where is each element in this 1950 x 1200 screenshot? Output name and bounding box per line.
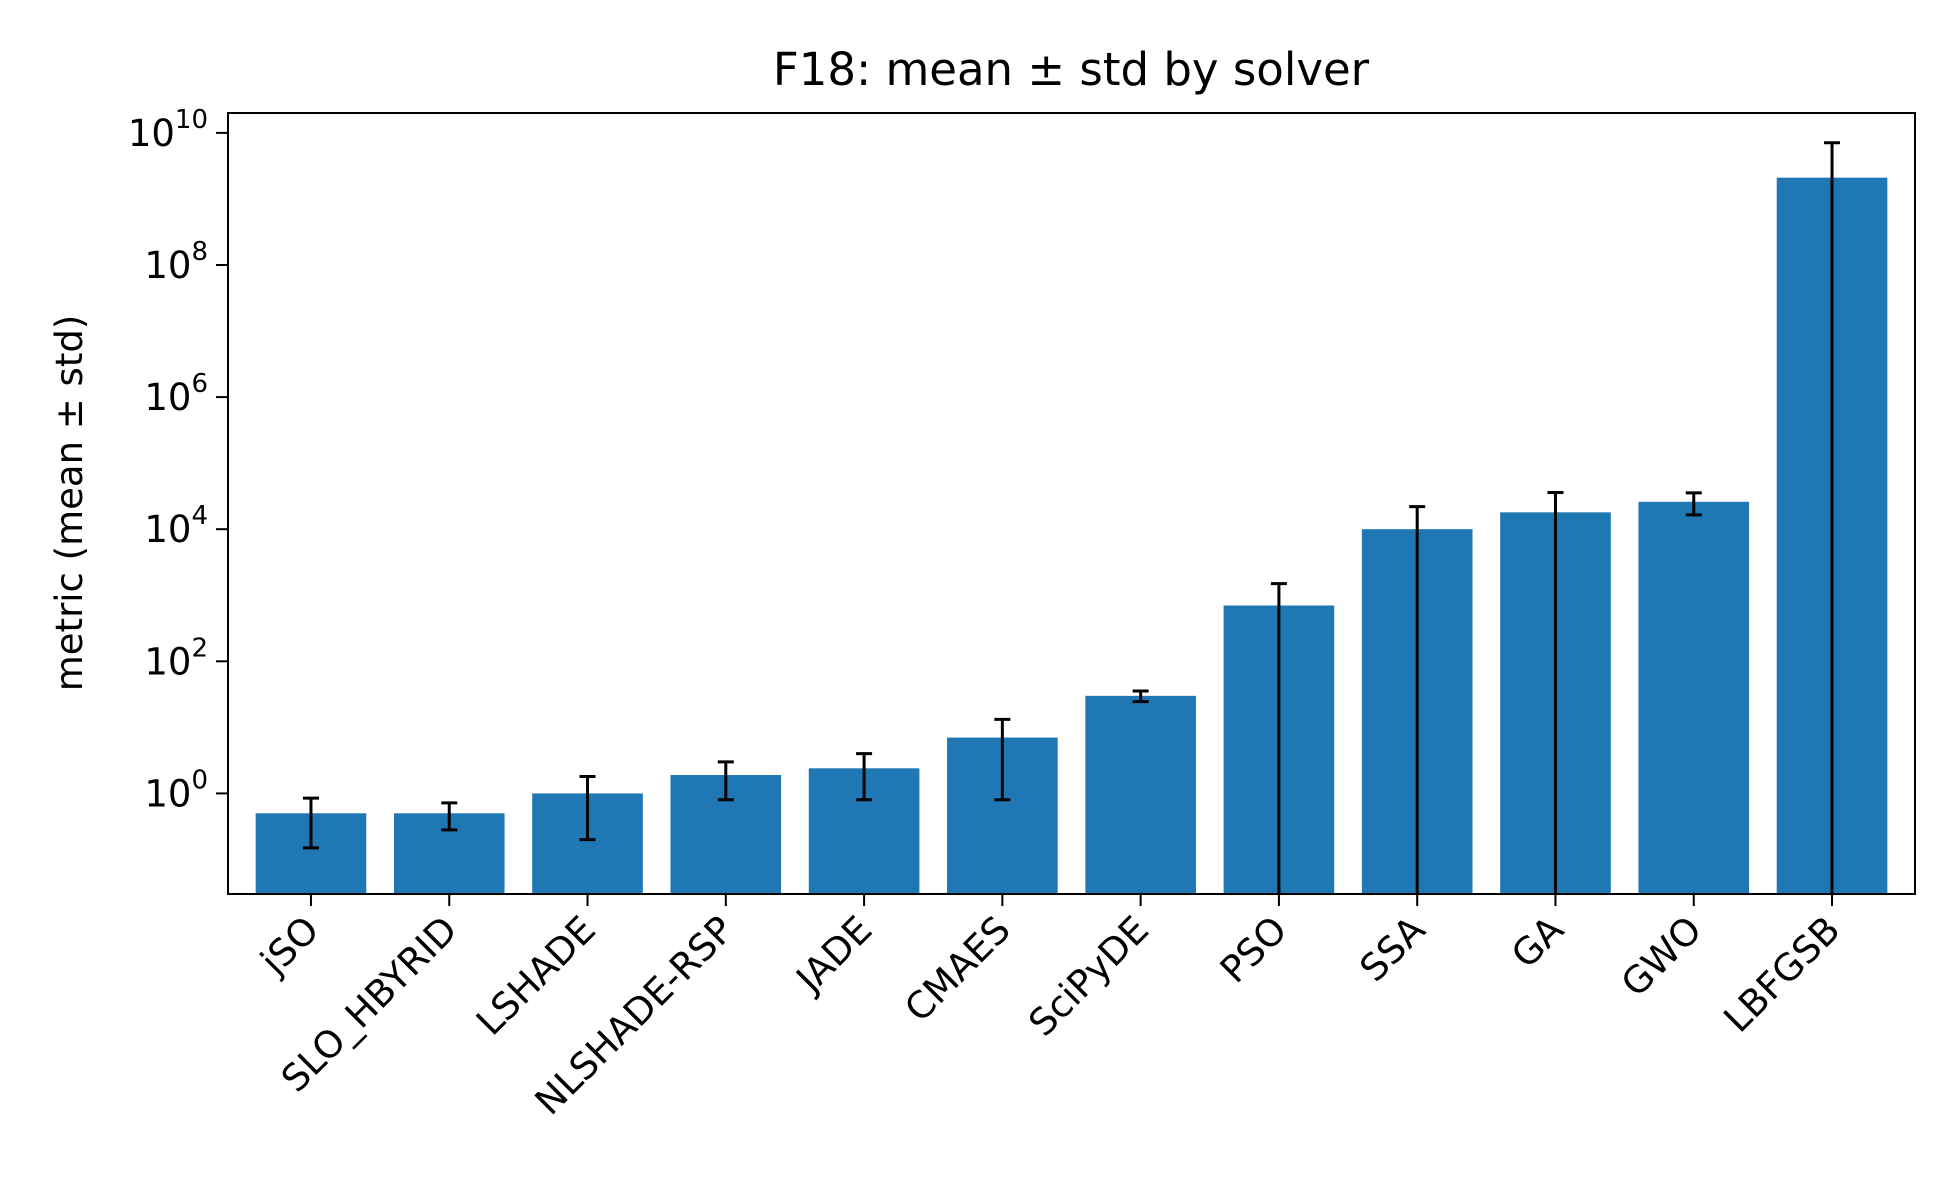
y-tick-label-0: 100 [144, 765, 208, 815]
y-tick-base: 10 [144, 508, 191, 551]
y-axis-label: metric (mean ± std) [48, 315, 91, 692]
y-tick-base: 10 [144, 640, 191, 683]
y-tick-exponent: 10 [175, 105, 208, 135]
y-tick-base: 10 [144, 244, 191, 287]
y-tick-exponent: 2 [191, 633, 208, 663]
y-tick-label-8: 108 [144, 237, 208, 287]
y-tick-label-10: 1010 [128, 105, 208, 155]
y-tick-exponent: 4 [191, 501, 208, 531]
y-tick-base: 10 [144, 376, 191, 419]
y-tick-base: 10 [128, 112, 175, 155]
y-tick-exponent: 0 [191, 765, 208, 795]
y-tick-label-4: 104 [144, 501, 208, 551]
plot-frame [227, 112, 1916, 895]
y-tick-label-2: 102 [144, 633, 208, 683]
y-tick-base: 10 [144, 772, 191, 815]
bar-SciPyDE [1085, 695, 1196, 894]
y-tick-label-6: 106 [144, 369, 208, 419]
y-tick-exponent: 8 [191, 237, 208, 267]
y-tick-exponent: 6 [191, 369, 208, 399]
chart-title: F18: mean ± std by solver [773, 43, 1370, 96]
error-bars-group [302, 141, 1841, 894]
bar-GWO [1638, 501, 1750, 894]
